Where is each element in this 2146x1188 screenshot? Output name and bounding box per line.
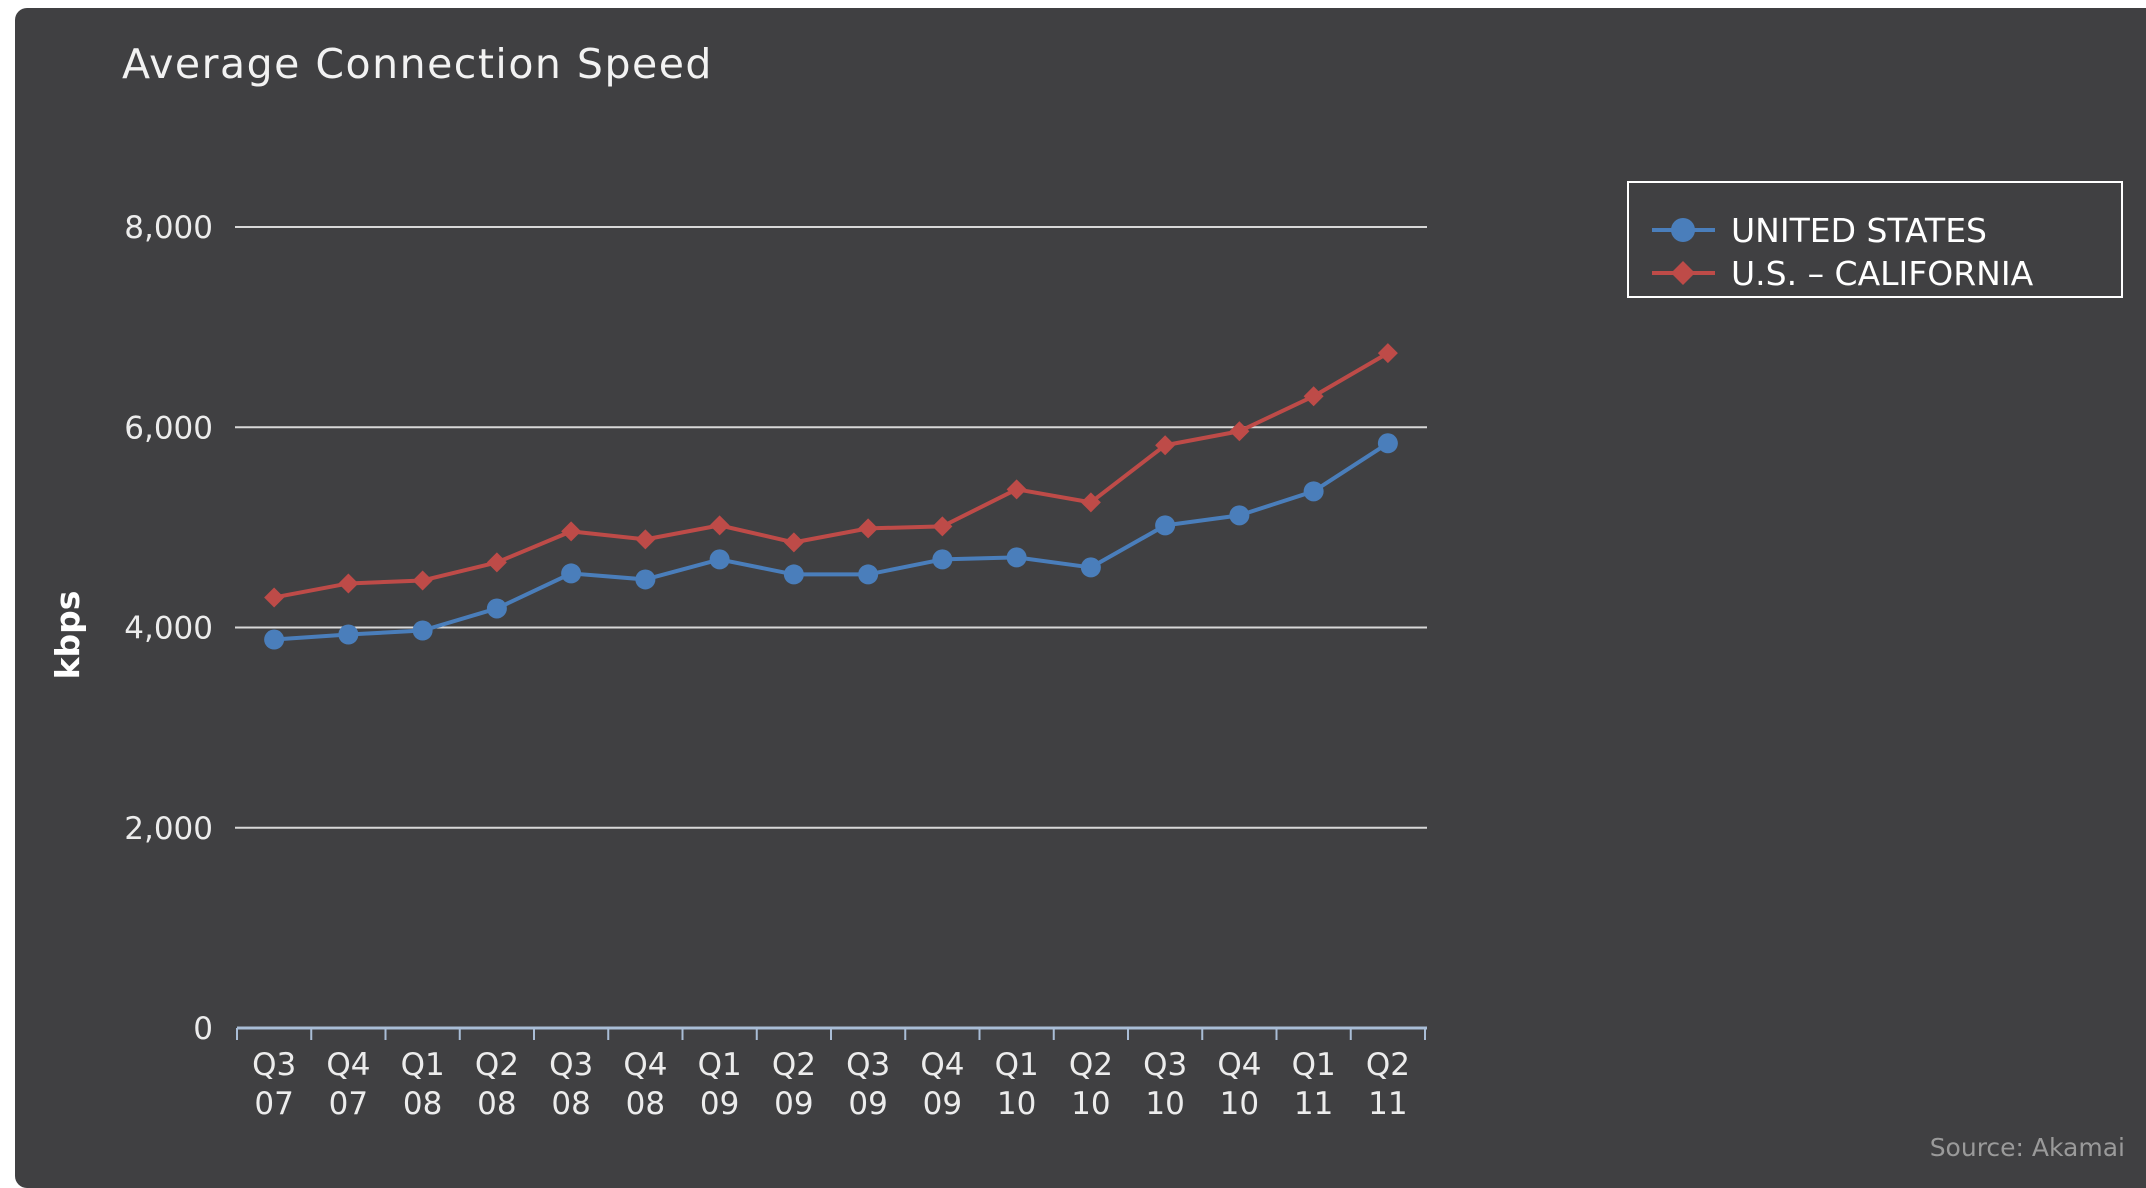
legend-box (1627, 181, 2123, 298)
legend-marker (1671, 261, 1695, 285)
y-tick-label: 2,000 (124, 811, 213, 847)
data-point (1303, 481, 1324, 502)
data-point (1229, 421, 1250, 442)
data-point (412, 570, 433, 591)
chart-panel: Average Connection Speed 0 2,000 4,000 6,00… (15, 8, 2146, 1188)
data-point (1080, 557, 1101, 578)
data-point (1006, 479, 1027, 500)
data-point (709, 549, 730, 570)
data-point (338, 573, 359, 594)
legend-marker (1671, 218, 1695, 242)
data-point (932, 516, 953, 537)
y-tick-labels: 0 2,000 4,000 6,000 8,000 (124, 210, 213, 1047)
data-point (1155, 515, 1176, 536)
data-point (1229, 505, 1250, 526)
x-tick-label: Q3 09 (846, 1047, 890, 1122)
y-tick-label: 4,000 (124, 611, 213, 647)
data-point (338, 624, 359, 645)
data-point (1377, 433, 1398, 454)
data-point (1080, 492, 1101, 513)
x-tick-labels: Q3 07 Q4 07 Q1 08 Q2 08 Q3 08 Q4 08 Q1 09 Q2 09 Q3 09 Q4 09… (252, 1047, 1410, 1122)
y-tick-label: 6,000 (124, 410, 213, 446)
x-tick-label: Q1 11 (1292, 1047, 1336, 1122)
x-tick-label: Q2 10 (1069, 1047, 1113, 1122)
x-tick-label: Q4 09 (920, 1047, 964, 1122)
legend-label: UNITED STATES (1731, 211, 1987, 250)
x-tick-label: Q4 07 (326, 1047, 370, 1122)
series-circle (264, 433, 1398, 650)
data-point (1303, 386, 1324, 407)
data-point (486, 552, 507, 573)
y-axis-label: kbps (48, 591, 87, 680)
x-tick-label: Q2 11 (1366, 1047, 1410, 1122)
data-point (858, 564, 879, 585)
data-point (412, 620, 433, 641)
y-tick-label: 0 (193, 1011, 213, 1047)
legend: UNITED STATES U.S. – CALIFORNIA (1627, 181, 2123, 298)
data-point (635, 569, 656, 590)
data-point (264, 587, 285, 608)
x-tick-label: Q3 08 (549, 1047, 593, 1122)
x-tick-label: Q1 08 (401, 1047, 445, 1122)
data-point (561, 563, 582, 584)
series-layer (264, 343, 1398, 650)
x-tick-label: Q3 10 (1143, 1047, 1187, 1122)
series-line (273, 351, 1389, 600)
series-line (273, 441, 1389, 642)
source-note: Source: Akamai (1930, 1133, 2125, 1162)
x-tick-label: Q2 09 (772, 1047, 816, 1122)
data-point (858, 518, 879, 539)
data-point (635, 529, 656, 550)
chart-title: Average Connection Speed (122, 40, 713, 88)
data-point (1377, 343, 1398, 364)
data-point (709, 515, 730, 536)
data-point (1006, 547, 1027, 568)
data-point (932, 549, 953, 570)
legend-label: U.S. – CALIFORNIA (1731, 254, 2034, 293)
x-tick-label: Q1 10 (995, 1047, 1039, 1122)
chart-svg: Average Connection Speed 0 2,000 4,000 6,00… (48, 40, 2125, 1162)
x-tick-label: Q4 10 (1217, 1047, 1261, 1122)
y-tick-label: 8,000 (124, 210, 213, 246)
x-axis (236, 1026, 1427, 1040)
data-point (1155, 435, 1176, 456)
x-tick-label: Q4 08 (623, 1047, 667, 1122)
data-point (783, 564, 804, 585)
data-point (264, 629, 285, 650)
data-point (486, 598, 507, 619)
x-tick-label: Q3 07 (252, 1047, 296, 1122)
data-point (561, 521, 582, 542)
data-point (783, 532, 804, 553)
x-tick-label: Q1 09 (698, 1047, 742, 1122)
series-diamond (264, 343, 1398, 608)
x-tick-label: Q2 08 (475, 1047, 519, 1122)
grid-lines (235, 226, 1427, 829)
